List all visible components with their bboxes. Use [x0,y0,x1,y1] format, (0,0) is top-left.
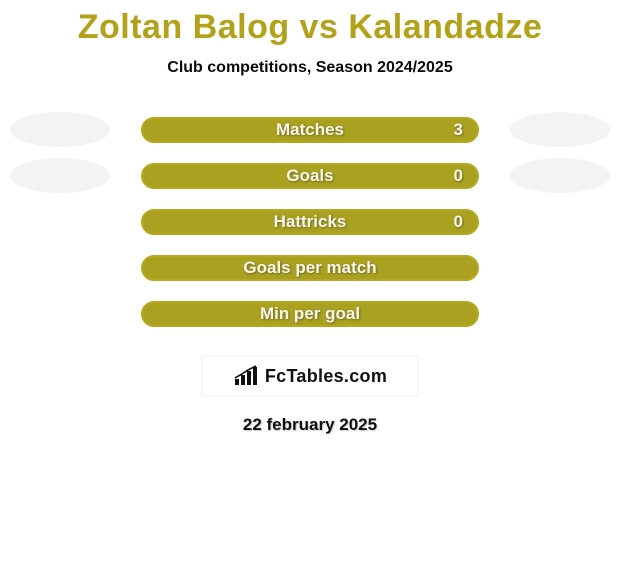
stat-bar: Min per goal [141,301,479,327]
stat-right-value: 0 [454,166,463,186]
stat-row: Goals 0 [0,163,620,189]
player-left-avatar [10,112,110,147]
stat-right-value: 3 [454,120,463,140]
stat-bar: Goals 0 [141,163,479,189]
player-right-avatar [510,158,610,193]
bar-chart-icon [233,365,259,387]
stat-row: Goals per match [0,255,620,281]
stat-row: Min per goal [0,301,620,327]
player-right-avatar [510,112,610,147]
player-left-avatar [10,158,110,193]
stat-row: Hattricks 0 [0,209,620,235]
stat-bar: Goals per match [141,255,479,281]
stat-label: Matches [143,120,477,140]
page-subtitle: Club competitions, Season 2024/2025 [167,59,452,77]
stat-label: Min per goal [143,304,477,324]
stats-container: Matches 3 Goals 0 Hattricks 0 Goals per … [0,117,620,327]
stat-bar: Matches 3 [141,117,479,143]
stat-label: Hattricks [143,212,477,232]
stat-label: Goals [143,166,477,186]
brand-badge: FcTables.com [201,355,419,397]
stat-label: Goals per match [143,258,477,278]
page-title: Zoltan Balog vs Kalandadze [78,8,543,47]
stat-right-value: 0 [454,212,463,232]
stat-row: Matches 3 [0,117,620,143]
snapshot-date: 22 february 2025 [243,415,377,435]
brand-text: FcTables.com [265,366,387,387]
stat-bar: Hattricks 0 [141,209,479,235]
